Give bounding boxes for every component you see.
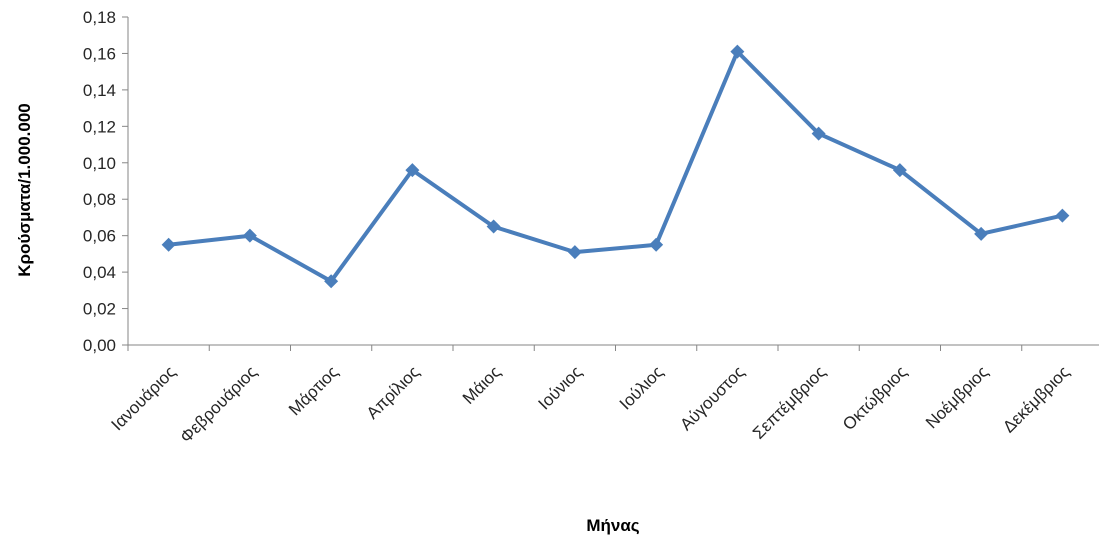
y-tick-label: 0,14	[83, 81, 116, 100]
x-tick-label: Σεπτέμβριος	[749, 362, 829, 442]
series-layer	[161, 44, 1070, 289]
data-point	[486, 219, 501, 234]
y-axis-title: Κρούσματα/1.000.000	[15, 103, 34, 276]
y-tick-label: 0,16	[83, 44, 116, 63]
y-tick-label: 0,02	[83, 300, 116, 319]
data-point	[1055, 208, 1070, 223]
y-tick-label: 0,04	[83, 263, 116, 282]
data-point	[161, 237, 176, 252]
y-tick-label: 0,18	[83, 8, 116, 27]
data-point	[811, 126, 826, 141]
x-axis-title: Μήνας	[586, 516, 639, 535]
axes	[122, 16, 1099, 351]
y-tick-label: 0,12	[83, 117, 116, 136]
y-tick-label: 0,06	[83, 227, 116, 246]
data-point	[730, 44, 745, 59]
data-point	[242, 228, 257, 243]
x-tick-label: Ιούνιος	[535, 362, 586, 413]
data-point	[892, 163, 907, 178]
data-point	[649, 237, 664, 252]
data-point	[567, 245, 582, 260]
x-tick-label: Δεκέμβριος	[999, 362, 1073, 436]
x-tick-label: Μάρτιος	[285, 362, 342, 419]
y-tick-labels: 0,00 0,02 0,04 0,06 0,08 0,10 0,12 0,14 0,16 0,18	[83, 8, 116, 355]
x-tick-label: Μάιος	[459, 362, 505, 408]
y-tick-label: 0,08	[83, 190, 116, 209]
y-tick-label: 0,10	[83, 154, 116, 173]
series-line	[166, 49, 1065, 284]
x-tick-label: Ιανουάριος	[108, 362, 180, 434]
x-tick-label: Αύγουστος	[676, 362, 748, 434]
data-point	[405, 163, 420, 178]
x-tick-label: Φεβρουάριος	[176, 362, 260, 446]
data-point	[974, 226, 989, 241]
y-tick-label: 0,00	[83, 336, 116, 355]
data-point	[324, 274, 339, 289]
x-tick-label: Απρίλιος	[363, 362, 423, 422]
x-tick-label: Νοέμβριος	[922, 362, 992, 432]
x-tick-label: Οκτώβριος	[839, 362, 911, 434]
x-tick-label: Ιούλιος	[616, 362, 667, 413]
